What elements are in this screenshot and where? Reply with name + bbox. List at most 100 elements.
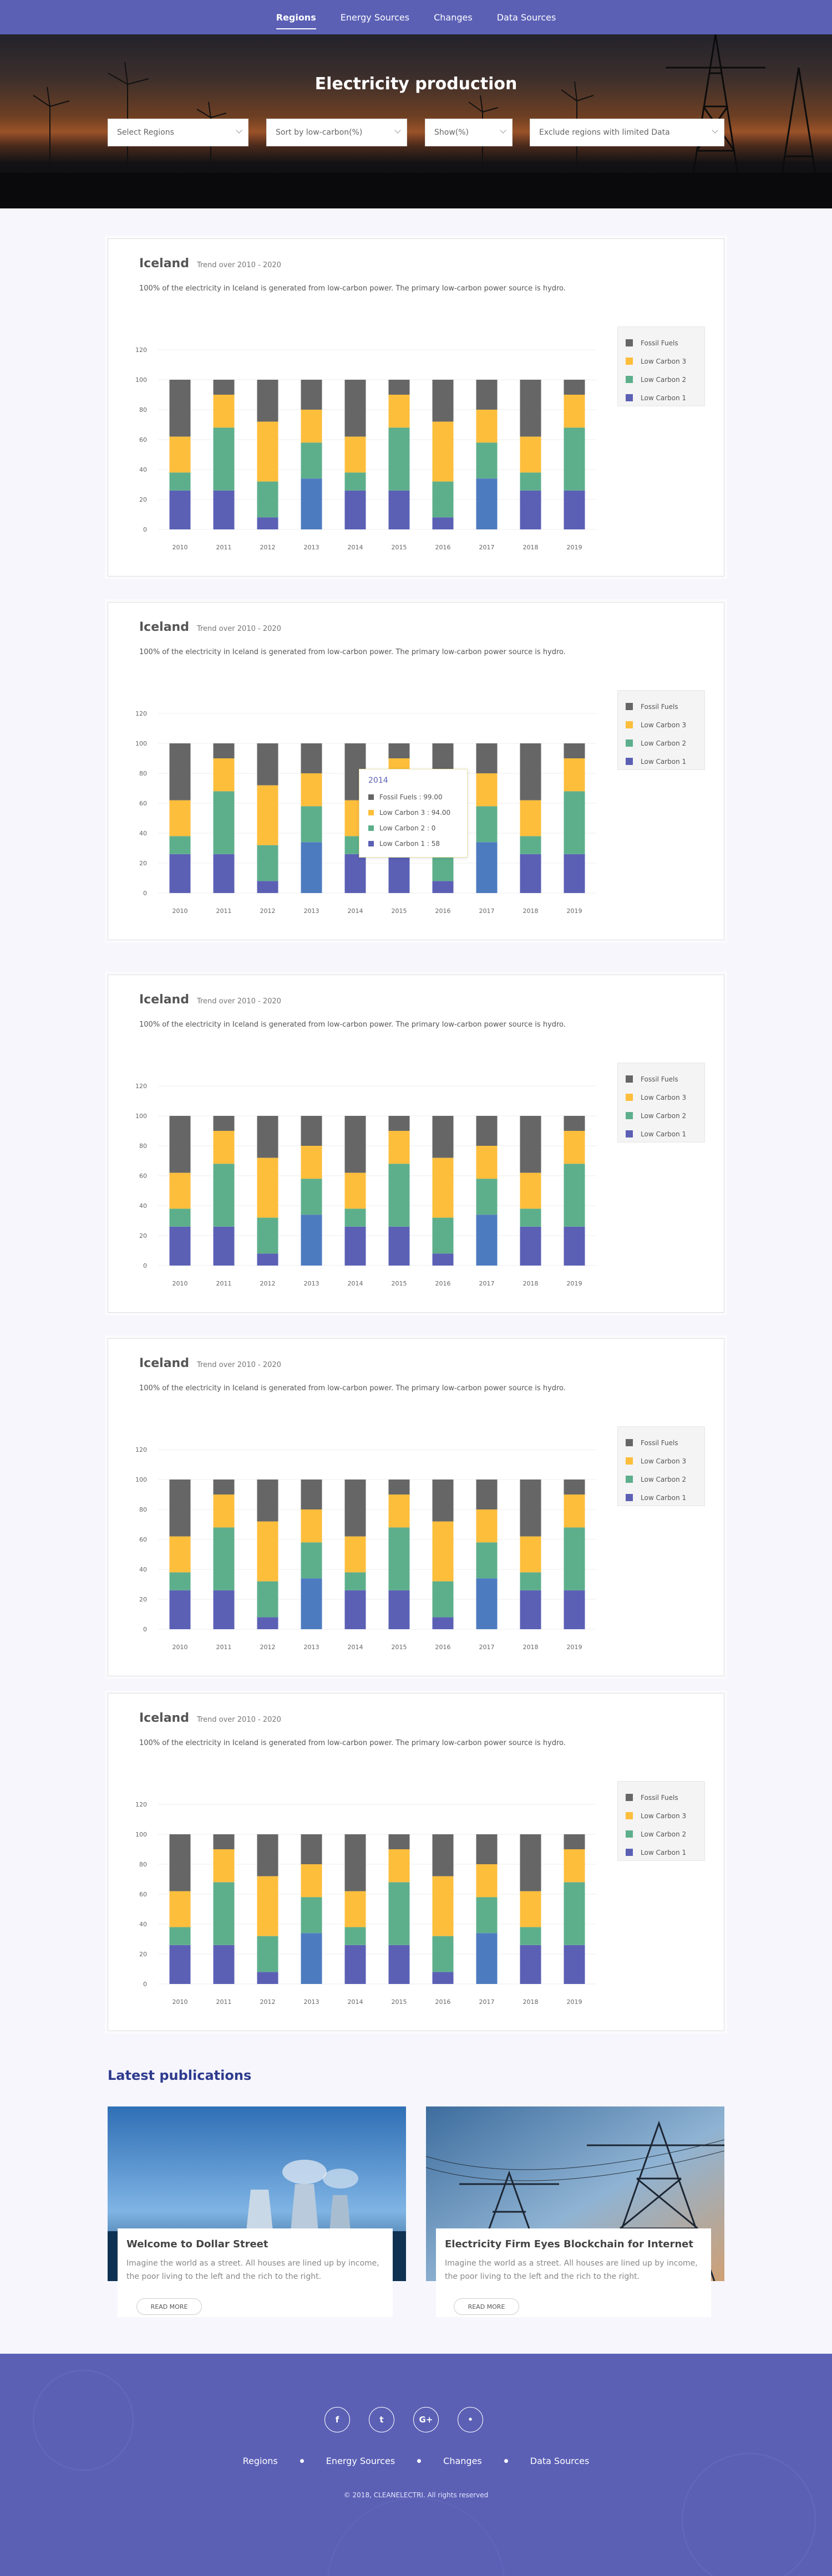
legend-item[interactable]: Fossil Fuels xyxy=(626,1434,697,1452)
bar-segment-low-carbon-1[interactable] xyxy=(301,1933,322,1984)
bar-segment-low-carbon-1[interactable] xyxy=(344,490,366,529)
show-dropdown[interactable]: Show(%) xyxy=(425,119,513,146)
bar-segment-low-carbon-2[interactable] xyxy=(301,806,322,843)
bar-segment-fossil-fuels[interactable] xyxy=(169,743,191,800)
bar-segment-fossil-fuels[interactable] xyxy=(520,1834,541,1891)
bar-segment-low-carbon-1[interactable] xyxy=(476,842,498,893)
bar-segment-low-carbon-1[interactable] xyxy=(301,478,322,529)
bar-segment-fossil-fuels[interactable] xyxy=(257,1116,278,1158)
bar-segment-fossil-fuels[interactable] xyxy=(564,380,585,395)
bar-segment-low-carbon-2[interactable] xyxy=(388,427,410,491)
bar-segment-low-carbon-1[interactable] xyxy=(344,1226,366,1266)
nav-changes[interactable]: Changes xyxy=(434,12,473,23)
bar-segment-low-carbon-1[interactable] xyxy=(564,854,585,893)
bar-segment-low-carbon-1[interactable] xyxy=(213,854,235,893)
footer-link-data-sources[interactable]: Data Sources xyxy=(530,2456,590,2466)
bar-segment-low-carbon-1[interactable] xyxy=(257,1617,278,1629)
bar-segment-low-carbon-1[interactable] xyxy=(344,854,366,893)
footer-link-changes[interactable]: Changes xyxy=(443,2456,482,2466)
bar-segment-low-carbon-2[interactable] xyxy=(564,1882,585,1945)
bar-segment-fossil-fuels[interactable] xyxy=(388,1480,410,1494)
bar-segment-low-carbon-3[interactable] xyxy=(301,1864,322,1897)
footer-link-energy-sources[interactable]: Energy Sources xyxy=(326,2456,395,2466)
bar-segment-fossil-fuels[interactable] xyxy=(213,1834,235,1849)
bar-segment-low-carbon-3[interactable] xyxy=(476,1146,498,1179)
bar-segment-low-carbon-3[interactable] xyxy=(432,421,454,482)
region-name[interactable]: Iceland xyxy=(139,993,189,1007)
bar-segment-low-carbon-1[interactable] xyxy=(213,1590,235,1629)
bar-segment-low-carbon-2[interactable] xyxy=(476,1542,498,1579)
bar-segment-low-carbon-1[interactable] xyxy=(520,490,541,529)
bar-segment-low-carbon-3[interactable] xyxy=(301,410,322,443)
bar-segment-low-carbon-2[interactable] xyxy=(564,427,585,491)
read-more-button[interactable]: READ MORE xyxy=(136,2298,202,2315)
bar-segment-low-carbon-1[interactable] xyxy=(257,881,278,893)
bar-segment-low-carbon-2[interactable] xyxy=(169,472,191,491)
bar-segment-fossil-fuels[interactable] xyxy=(388,743,410,758)
sort-dropdown[interactable]: Sort by low-carbon(%) xyxy=(266,119,407,146)
bar-segment-fossil-fuels[interactable] xyxy=(520,380,541,437)
bar-segment-low-carbon-2[interactable] xyxy=(520,1927,541,1945)
bar-segment-low-carbon-3[interactable] xyxy=(169,1891,191,1927)
bar-segment-low-carbon-3[interactable] xyxy=(520,1536,541,1573)
bar-segment-low-carbon-1[interactable] xyxy=(388,1590,410,1629)
bar-segment-low-carbon-3[interactable] xyxy=(388,1494,410,1528)
bar-segment-fossil-fuels[interactable] xyxy=(169,1480,191,1537)
google-plus-icon[interactable]: G+ xyxy=(413,2407,439,2432)
bar-segment-low-carbon-1[interactable] xyxy=(257,517,278,529)
bar-segment-low-carbon-1[interactable] xyxy=(432,1253,454,1266)
legend-item[interactable]: Low Carbon 1 xyxy=(626,1843,697,1861)
bar-segment-low-carbon-2[interactable] xyxy=(564,1164,585,1227)
bar-segment-low-carbon-1[interactable] xyxy=(169,1226,191,1266)
bar-segment-low-carbon-3[interactable] xyxy=(213,1494,235,1528)
bar-segment-low-carbon-3[interactable] xyxy=(213,758,235,792)
bar-segment-low-carbon-3[interactable] xyxy=(520,436,541,473)
bar-segment-low-carbon-2[interactable] xyxy=(257,481,278,518)
bar-segment-low-carbon-1[interactable] xyxy=(564,1590,585,1629)
bar-segment-low-carbon-2[interactable] xyxy=(476,1897,498,1934)
nav-regions[interactable]: Regions xyxy=(276,10,316,29)
bar-segment-low-carbon-2[interactable] xyxy=(432,1936,454,1972)
bar-segment-fossil-fuels[interactable] xyxy=(344,380,366,437)
bar-segment-low-carbon-2[interactable] xyxy=(169,1927,191,1945)
bar-segment-fossil-fuels[interactable] xyxy=(213,1116,235,1131)
bar-segment-low-carbon-2[interactable] xyxy=(301,1897,322,1934)
region-name[interactable]: Iceland xyxy=(139,1711,189,1725)
legend-item[interactable]: Low Carbon 3 xyxy=(626,1088,697,1106)
bar-segment-low-carbon-2[interactable] xyxy=(520,836,541,854)
bar-segment-low-carbon-3[interactable] xyxy=(301,773,322,807)
bar-segment-fossil-fuels[interactable] xyxy=(301,380,322,410)
bar-segment-low-carbon-2[interactable] xyxy=(432,1217,454,1254)
bar-segment-low-carbon-3[interactable] xyxy=(476,410,498,443)
bar-segment-low-carbon-1[interactable] xyxy=(257,1253,278,1266)
bar-segment-low-carbon-3[interactable] xyxy=(388,395,410,428)
bar-segment-low-carbon-3[interactable] xyxy=(169,1172,191,1209)
bar-segment-fossil-fuels[interactable] xyxy=(564,1116,585,1131)
bar-segment-fossil-fuels[interactable] xyxy=(169,1834,191,1891)
bar-segment-low-carbon-2[interactable] xyxy=(344,472,366,491)
bar-segment-low-carbon-2[interactable] xyxy=(257,1581,278,1618)
bar-segment-low-carbon-3[interactable] xyxy=(520,1172,541,1209)
legend-item[interactable]: Fossil Fuels xyxy=(626,334,697,352)
bar-segment-fossil-fuels[interactable] xyxy=(476,1116,498,1146)
bar-segment-fossil-fuels[interactable] xyxy=(476,743,498,773)
bar-segment-fossil-fuels[interactable] xyxy=(388,380,410,395)
bar-segment-fossil-fuels[interactable] xyxy=(432,1834,454,1876)
bar-segment-low-carbon-2[interactable] xyxy=(344,1927,366,1945)
legend-item[interactable]: Low Carbon 1 xyxy=(626,752,697,771)
publication-card[interactable]: Welcome to Dollar Street Imagine the wor… xyxy=(108,2106,406,2317)
legend-item[interactable]: Low Carbon 2 xyxy=(626,370,697,389)
bar-segment-fossil-fuels[interactable] xyxy=(388,1834,410,1849)
bar-segment-low-carbon-2[interactable] xyxy=(432,1581,454,1618)
bar-segment-low-carbon-2[interactable] xyxy=(388,1164,410,1227)
bar-segment-fossil-fuels[interactable] xyxy=(344,1834,366,1891)
legend-item[interactable]: Low Carbon 1 xyxy=(626,389,697,407)
bar-segment-low-carbon-2[interactable] xyxy=(520,1208,541,1227)
bar-segment-low-carbon-2[interactable] xyxy=(564,791,585,854)
bar-segment-fossil-fuels[interactable] xyxy=(257,380,278,422)
bar-segment-fossil-fuels[interactable] xyxy=(213,743,235,758)
bar-segment-low-carbon-1[interactable] xyxy=(169,490,191,529)
bar-segment-low-carbon-3[interactable] xyxy=(564,395,585,428)
bar-segment-low-carbon-3[interactable] xyxy=(344,1172,366,1209)
bar-segment-low-carbon-3[interactable] xyxy=(169,1536,191,1573)
